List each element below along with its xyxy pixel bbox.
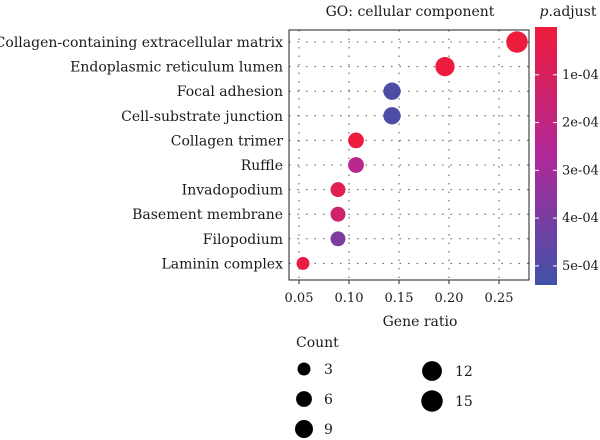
data-point [330,182,346,198]
size-legend-dot [295,420,313,438]
color-bar-tick-label: 1e-04 [562,68,599,83]
data-point [435,56,455,77]
x-tick-label: 0.05 [285,291,314,306]
color-legend-title-rest: .adjust [549,4,597,20]
size-legend-dot [421,390,443,412]
data-point [330,206,346,222]
size-legend-title: Count [296,335,339,351]
size-legend-label: 15 [455,394,473,410]
size-legend-dot [422,361,442,381]
size-legend-label: 6 [324,392,333,408]
category-label: Collagen-containing extracellular matrix [0,35,283,51]
data-point [296,256,310,270]
size-legend-label: 9 [324,422,333,438]
plot-frame [288,29,530,281]
category-labels: Collagen-containing extracellular matrix… [0,35,283,272]
x-tick-label: 0.20 [435,291,464,306]
size-legend-label: 12 [455,364,473,380]
color-legend-title: p.adjust [540,4,597,20]
size-legend-dot [296,391,312,407]
size-legend-label: 3 [324,362,333,378]
category-label: Filopodium [203,232,283,248]
category-label: Endoplasmic reticulum lumen [70,60,283,76]
x-axis-ticks: 0.05 0.10 0.15 0.20 0.25 [285,280,514,306]
color-bar-tick-label: 2e-04 [562,116,599,131]
x-tick-label: 0.10 [335,291,364,306]
color-bar-tick-label: 5e-04 [562,259,599,274]
data-point [348,157,364,173]
data-point [383,82,401,100]
category-label: Laminin complex [161,256,283,272]
data-points [296,31,528,270]
category-label: Cell-substrate junction [121,109,283,125]
color-bar-tick-label: 4e-04 [562,211,599,226]
color-bar-tick-label: 3e-04 [562,163,599,178]
color-bar-ticks: 1e-04 2e-04 3e-04 4e-04 5e-04 [535,68,599,274]
category-label: Ruffle [241,158,283,174]
color-legend-title-italic: p [540,4,549,20]
color-bar [535,27,557,285]
size-legend: 3 6 9 12 15 [295,361,473,438]
data-point [348,132,364,149]
data-point [383,107,401,125]
category-label: Collagen trimer [171,133,284,149]
data-point [330,231,346,247]
x-axis-label: Gene ratio [383,314,458,330]
category-label: Focal adhesion [177,84,283,100]
size-legend-dot [297,362,311,376]
grid-lines [289,30,529,280]
category-label: Invadopodium [182,183,283,199]
x-tick-label: 0.25 [485,291,514,306]
data-point [506,31,528,53]
x-tick-label: 0.15 [385,291,414,306]
category-label: Basement membrane [132,207,283,223]
chart-title: GO: cellular component [326,4,495,20]
